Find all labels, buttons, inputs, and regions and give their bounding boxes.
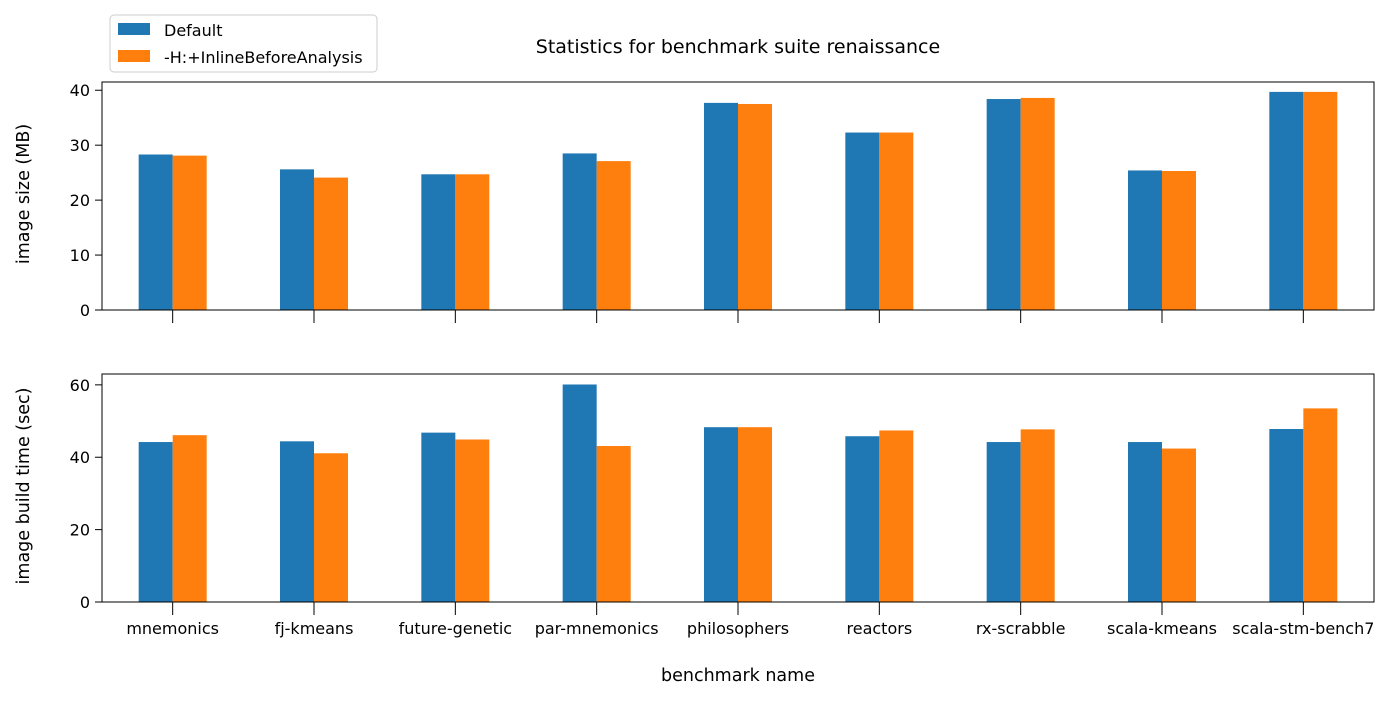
y-tick-label: 30 — [70, 136, 90, 155]
bar-scala-kmeans-series-1 — [1128, 442, 1162, 602]
x-tick-label: philosophers — [687, 619, 789, 638]
y-tick-label: 10 — [70, 246, 90, 265]
bar-future-genetic-series-1 — [421, 174, 456, 310]
bar-scala-kmeans-series-2 — [1162, 448, 1196, 602]
bar-reactors-series-2 — [879, 430, 914, 602]
x-tick-label: fj-kmeans — [275, 619, 354, 638]
x-tick-label: scala-kmeans — [1107, 619, 1217, 638]
x-tick-label: future-genetic — [399, 619, 513, 638]
bar-future-genetic-series-1 — [421, 432, 456, 602]
bar-fj-kmeans-series-1 — [280, 169, 314, 310]
y-tick-label: 40 — [70, 81, 90, 100]
bar-mnemonics-series-2 — [172, 435, 207, 602]
bar-mnemonics-series-1 — [138, 442, 173, 602]
y-tick-label: 40 — [70, 448, 90, 467]
bar-par-mnemonics-series-2 — [596, 446, 631, 602]
x-tick-label: par-mnemonics — [535, 619, 659, 638]
legend-label: -H:+InlineBeforeAnalysis — [164, 48, 363, 67]
x-tick-label: scala-stm-bench7 — [1232, 619, 1374, 638]
x-tick-label: rx-scrabble — [976, 619, 1066, 638]
bar-philosophers-series-2 — [738, 103, 772, 310]
y-tick-label: 60 — [70, 376, 90, 395]
bar-rx-scrabble-series-1 — [986, 99, 1021, 310]
bar-scala-kmeans-series-2 — [1162, 171, 1196, 310]
bar-rx-scrabble-series-2 — [1020, 97, 1055, 311]
bar-philosophers-series-1 — [704, 102, 738, 310]
bar-par-mnemonics-series-2 — [596, 161, 631, 310]
y-tick-label: 20 — [70, 191, 90, 210]
bar-reactors-series-1 — [845, 436, 880, 602]
x-tick-label: reactors — [847, 619, 913, 638]
chart-title: Statistics for benchmark suite renaissan… — [536, 36, 940, 58]
bar-fj-kmeans-series-1 — [280, 441, 314, 602]
x-axis-label: benchmark name — [661, 666, 815, 686]
legend: Default -H:+InlineBeforeAnalysis — [109, 14, 378, 73]
legend-box — [109, 14, 378, 73]
bar-philosophers-series-1 — [704, 427, 738, 602]
bar-reactors-series-2 — [879, 132, 914, 310]
bar-par-mnemonics-series-1 — [562, 384, 597, 602]
x-tick-label: mnemonics — [126, 619, 219, 638]
bar-reactors-series-1 — [845, 132, 880, 310]
y-tick-label: 0 — [80, 301, 90, 320]
bar-fj-kmeans-series-2 — [314, 177, 348, 310]
bar-scala-stm-bench7-series-2 — [1303, 408, 1338, 602]
y-axis-label: image build time (sec) — [14, 388, 34, 585]
bar-scala-stm-bench7-series-2 — [1303, 91, 1338, 310]
bar-mnemonics-series-1 — [138, 154, 173, 310]
bar-mnemonics-series-2 — [172, 155, 207, 310]
y-tick-label: 20 — [70, 521, 90, 540]
bar-rx-scrabble-series-2 — [1020, 429, 1055, 602]
legend-label: Default — [164, 21, 222, 40]
legend-swatch — [118, 50, 150, 62]
subplot-1: 0 10 20 30 40 image size (MB) — [14, 81, 1375, 323]
bar-future-genetic-series-2 — [455, 174, 490, 310]
bar-future-genetic-series-2 — [455, 439, 490, 602]
bar-scala-stm-bench7-series-1 — [1269, 429, 1304, 602]
bar-scala-kmeans-series-1 — [1128, 170, 1162, 310]
subplot-2: 0 20 40 60 image build time (sec) mnemonics fj… — [14, 373, 1375, 638]
bar-par-mnemonics-series-1 — [562, 153, 597, 310]
bar-scala-stm-bench7-series-1 — [1269, 91, 1304, 310]
subplots: 0 10 20 30 40 image size (MB) 0 20 40 60 image bui… — [14, 81, 1375, 638]
bar-rx-scrabble-series-1 — [986, 442, 1021, 602]
legend-swatch — [118, 23, 150, 35]
y-tick-label: 0 — [80, 593, 90, 612]
y-axis-label: image size (MB) — [14, 124, 34, 264]
bar-fj-kmeans-series-2 — [314, 453, 348, 602]
bar-philosophers-series-2 — [738, 427, 772, 602]
